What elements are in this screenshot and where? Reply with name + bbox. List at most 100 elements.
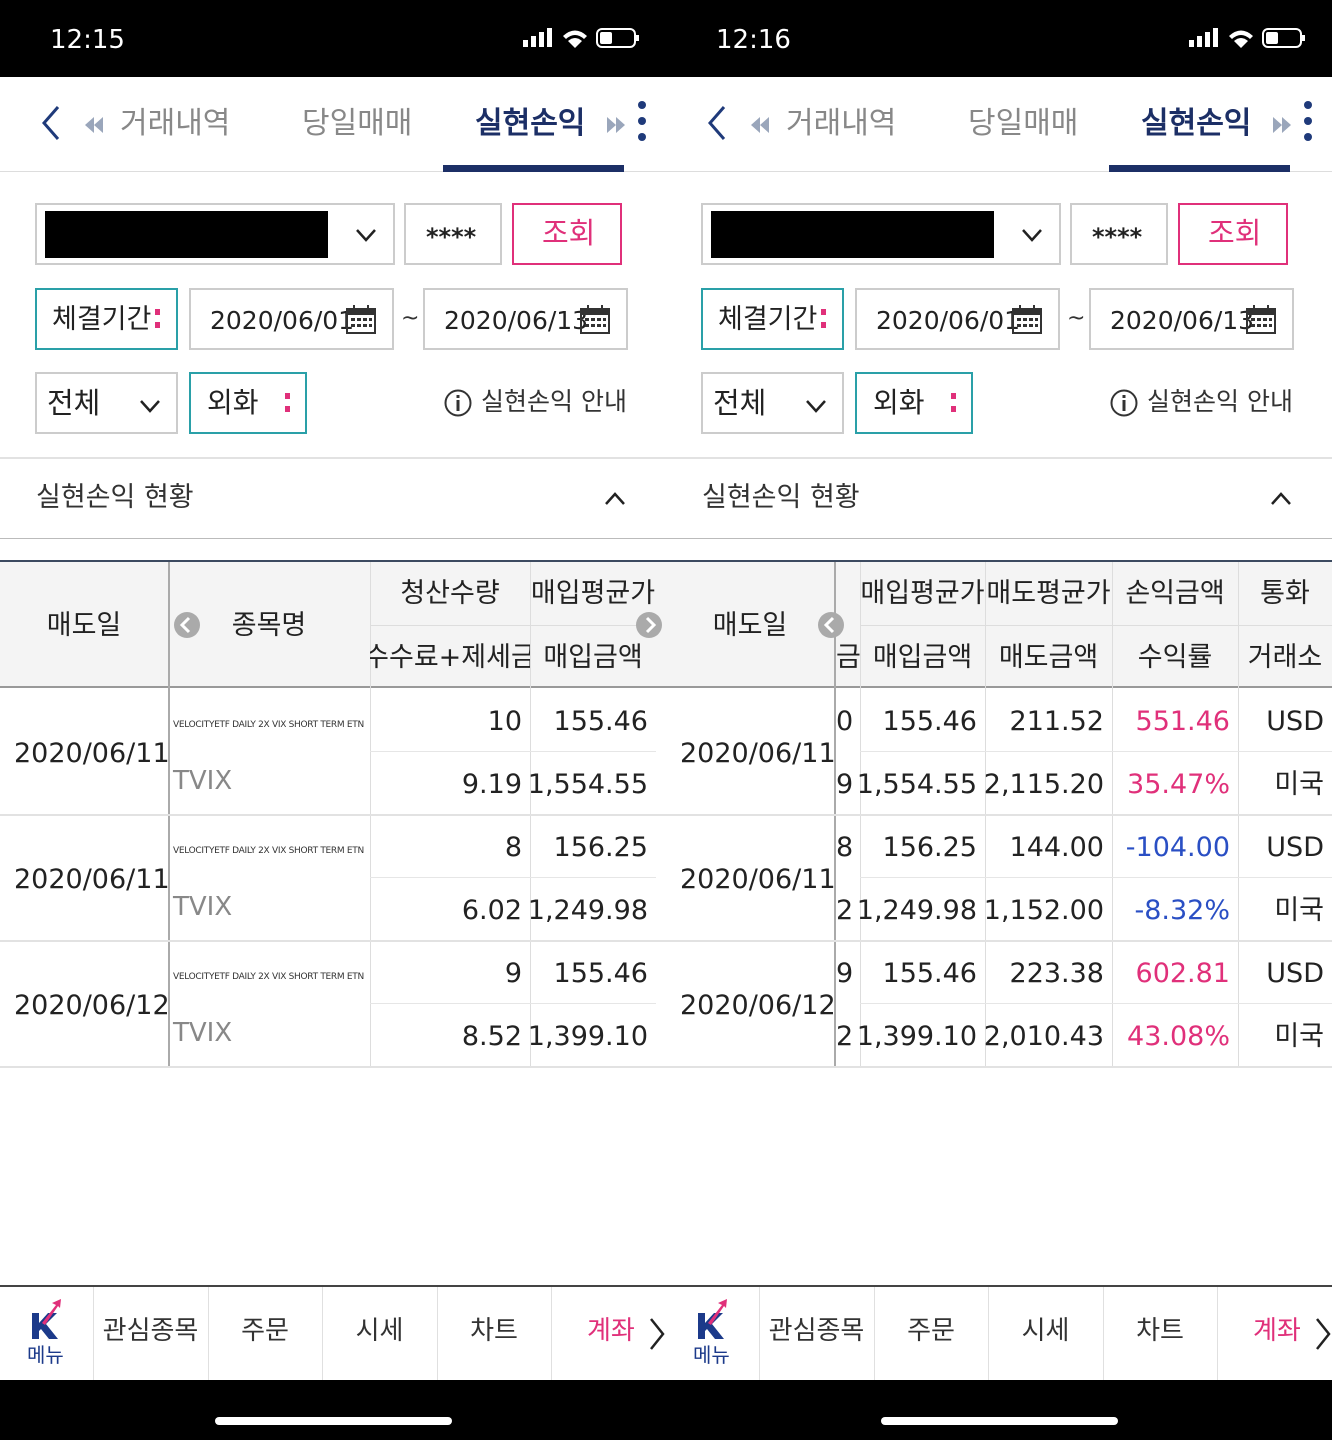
scroll-right	[636, 612, 662, 642]
status-bar: 12:15	[0, 0, 666, 77]
tab[interactable]: 실현손익	[475, 106, 586, 141]
bottom-nav-item[interactable]: 주문	[907, 1316, 955, 1346]
bottom-nav-item[interactable]: 계좌	[1253, 1316, 1301, 1346]
info-link[interactable]: 실현손익 안내	[1147, 387, 1293, 416]
header-label: 수수료+제세금	[370, 642, 530, 673]
currency-toggle[interactable]: 외화	[189, 372, 307, 434]
date-field[interactable]: 2020/06/13	[1089, 288, 1294, 350]
divider	[0, 538, 666, 539]
search-button[interactable]: 조회	[512, 203, 622, 265]
nav-divider	[551, 1287, 552, 1380]
header-cell: 청산수량 수수료+제세금	[370, 562, 530, 688]
bottom-nav-item[interactable]: 메뉴	[27, 1343, 64, 1367]
more-menu[interactable]	[1303, 101, 1313, 147]
prev-tabs-icon	[85, 117, 103, 137]
account-select[interactable]	[701, 203, 1061, 265]
table-cell: 1,249.98	[856, 895, 977, 926]
date-field[interactable]: 2020/06/01	[189, 288, 394, 350]
table-cell: 602.81	[1135, 958, 1230, 989]
bottom-nav-item[interactable]: 관심종목	[768, 1316, 865, 1346]
calendar-icon-svg	[1012, 305, 1042, 334]
required-mark-svg	[155, 309, 160, 328]
table-cell: 0	[836, 706, 854, 737]
back-button[interactable]	[706, 105, 728, 145]
phone-screen: 12:16 거래내역 당일매매 실현손익 **** 조회 체결기간 2020/06/01 202…	[666, 0, 1332, 1440]
nav-more	[1314, 1317, 1332, 1355]
info-link[interactable]: 실현손익 안내	[481, 387, 627, 416]
back-button-svg	[708, 106, 726, 140]
chevron-down	[139, 398, 161, 418]
table-cell: 미국	[1274, 1021, 1324, 1052]
status-time: 12:16	[716, 25, 791, 55]
collapse-toggle[interactable]	[1270, 490, 1292, 510]
bottom-nav: 메뉴 관심종목 주문 시세 차트 계좌	[666, 1285, 1332, 1380]
header-label: 금	[836, 642, 860, 673]
status-icons-svg	[523, 28, 639, 48]
row-divider	[370, 751, 656, 752]
table-cell: 1,554.55	[527, 769, 648, 800]
table-cell: 43.08%	[1127, 1021, 1230, 1052]
period-label-box: 체결기간	[35, 288, 178, 350]
tab[interactable]: 당일매매	[302, 106, 413, 141]
table-cell: 2	[836, 895, 854, 926]
tab[interactable]: 당일매매	[968, 106, 1079, 141]
tab[interactable]: 거래내역	[120, 106, 231, 141]
scroll-left-svg	[174, 612, 200, 638]
password-field[interactable]: ****	[404, 203, 502, 265]
collapse-toggle[interactable]	[604, 490, 626, 510]
brand-logo-svg	[32, 1299, 61, 1339]
search-button-label: 조회	[542, 216, 596, 250]
tab[interactable]: 거래내역	[786, 106, 897, 141]
tab[interactable]: 실현손익	[1141, 106, 1252, 141]
search-button[interactable]: 조회	[1178, 203, 1288, 265]
password-mask: ****	[426, 223, 477, 251]
table-header-bg	[0, 560, 666, 688]
row-divider	[666, 940, 1332, 942]
filter-select[interactable]: 전체	[35, 372, 178, 434]
active-tab-underline	[1109, 165, 1290, 172]
table-cell: -104.00	[1125, 832, 1230, 863]
back-button[interactable]	[40, 105, 62, 145]
row-divider	[0, 814, 666, 816]
ticker: TVIX	[173, 1018, 233, 1048]
header-cell: 금	[834, 562, 860, 688]
next-tabs-icon-svg	[1273, 117, 1291, 133]
bottom-nav-item[interactable]: 차트	[1136, 1316, 1184, 1346]
info-icon	[444, 389, 472, 421]
password-field[interactable]: ****	[1070, 203, 1168, 265]
calendar-icon	[346, 305, 376, 339]
status-bar: 12:16	[666, 0, 1332, 77]
header-cell: 매도평균가 매도금액	[985, 562, 1112, 688]
bottom-nav-item[interactable]: 계좌	[587, 1316, 635, 1346]
account-select[interactable]	[35, 203, 395, 265]
filter-select[interactable]: 전체	[701, 372, 844, 434]
bottom-nav-item[interactable]: 시세	[1021, 1316, 1070, 1346]
table-cell: 8	[504, 832, 522, 863]
security-name: VELOCITYETF DAILY 2X VIX SHORT TERM ETN	[173, 846, 364, 856]
header-label: 매도일	[46, 610, 122, 641]
date-field[interactable]: 2020/06/13	[423, 288, 628, 350]
bottom-nav-item[interactable]: 메뉴	[693, 1343, 730, 1367]
currency-text: 외화	[207, 386, 259, 419]
required-mark	[951, 393, 957, 417]
more-menu[interactable]	[637, 101, 647, 147]
home-indicator	[881, 1417, 1118, 1425]
date-field[interactable]: 2020/06/01	[855, 288, 1060, 350]
nav-divider	[208, 1287, 209, 1380]
bottom-nav-item[interactable]: 차트	[470, 1316, 518, 1346]
bottom-nav-item[interactable]: 시세	[355, 1316, 404, 1346]
table-cell: USD	[1266, 706, 1324, 737]
nav-more-svg	[650, 1318, 665, 1350]
bottom-nav-item[interactable]: 주문	[241, 1316, 289, 1346]
table-cell: 9	[836, 769, 854, 800]
section-title: 실현손익 현황	[702, 482, 860, 513]
header-label: 매도일	[712, 610, 788, 641]
date-separator: ~	[401, 306, 420, 331]
security-name: VELOCITYETF DAILY 2X VIX SHORT TERM ETN	[173, 972, 364, 982]
sell-date: 2020/06/12	[680, 990, 836, 1021]
info-icon	[1110, 389, 1138, 421]
section-title: 실현손익 현황	[36, 482, 194, 513]
bottom-nav-item[interactable]: 관심종목	[102, 1316, 199, 1346]
currency-toggle[interactable]: 외화	[855, 372, 973, 434]
